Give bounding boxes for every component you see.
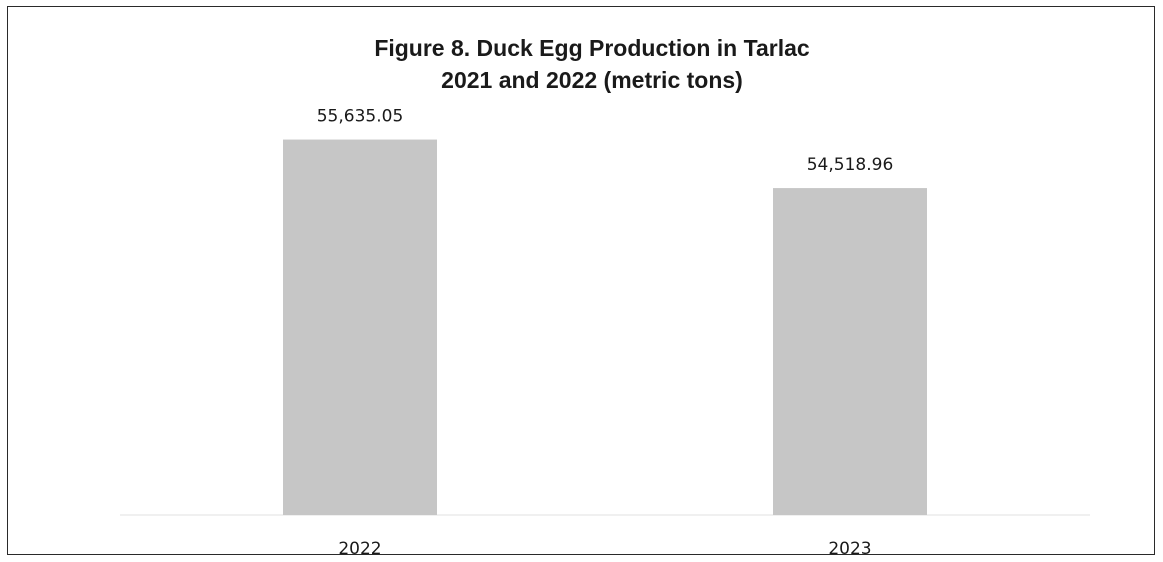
category-label-2023: 2023 <box>828 539 871 559</box>
data-label-2022: 55,635.05 <box>317 107 404 127</box>
chart-title-line-1: Figure 8. Duck Egg Production in Tarlac <box>374 35 810 61</box>
plot-area: 55,635.05 2022 54,518.96 2023 <box>120 107 1090 559</box>
chart-title-line-2: 2021 and 2022 (metric tons) <box>441 67 743 93</box>
category-label-2022: 2022 <box>338 539 381 559</box>
data-label-2023: 54,518.96 <box>807 155 894 175</box>
bar-2022 <box>283 139 437 515</box>
bar-2023 <box>773 188 927 516</box>
chart-frame <box>7 6 1155 555</box>
chart-title: Figure 8. Duck Egg Production in Tarlac … <box>374 35 810 93</box>
